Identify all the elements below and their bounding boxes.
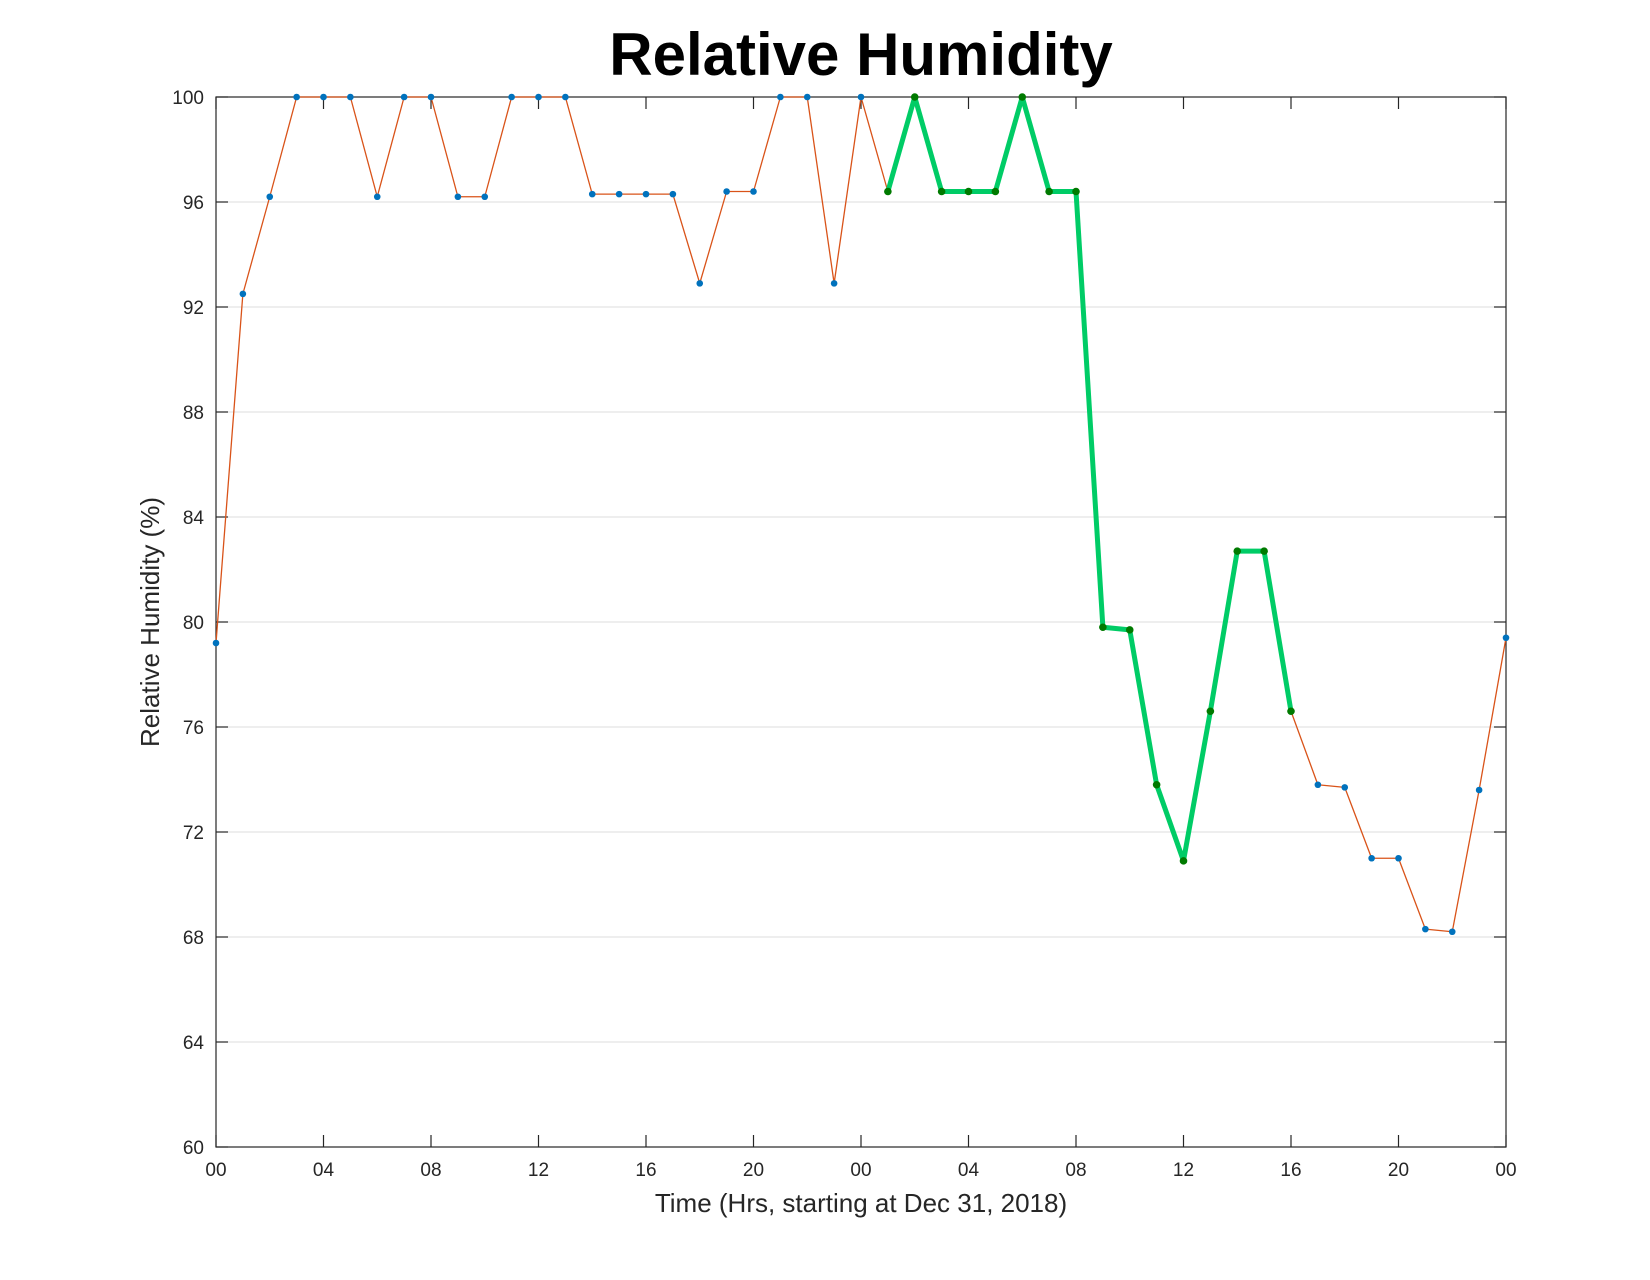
- series-1-point: [777, 93, 784, 101]
- y-tick-label: 88: [183, 403, 204, 424]
- series-1-point: [373, 193, 381, 201]
- series-2-line: [885, 94, 1294, 864]
- y-tick-label: 80: [183, 613, 204, 634]
- y-tick-label: 92: [183, 298, 204, 319]
- series-2-point: [1179, 857, 1188, 865]
- series-1-point: [562, 93, 569, 101]
- x-axis-label: Time (Hrs, starting at Dec 31, 2018): [655, 1188, 1067, 1218]
- series-1-point: [1395, 854, 1402, 862]
- x-tick-label: 20: [743, 1160, 764, 1181]
- series-1-point: [427, 93, 435, 101]
- series-1-point: [803, 93, 811, 101]
- y-tick-label: 72: [183, 823, 204, 844]
- tick-labels: 60 64 68 72 76 80 84 88 92 96 100 00 04 08 12 16 20 00 04 0…: [172, 88, 1516, 1181]
- series-1-point: [642, 190, 650, 198]
- y-tick-label: 76: [183, 718, 204, 739]
- series-1-point: [320, 93, 327, 101]
- y-tick-label: 96: [183, 193, 204, 214]
- y-tick-label: 60: [183, 1138, 204, 1159]
- y-axis-label: Relative Humidity (%): [135, 497, 165, 747]
- series-1-point: [347, 93, 354, 101]
- series-1-point: [239, 290, 247, 298]
- series-2-point: [1206, 707, 1215, 716]
- series-layer: [212, 93, 1510, 936]
- grid-lines: [216, 201, 1506, 1043]
- y-tick-label: 84: [183, 508, 205, 529]
- series-1-point: [481, 193, 489, 201]
- series-1-point: [615, 190, 623, 198]
- x-tick-label: 04: [313, 1160, 335, 1181]
- series-1-point: [454, 193, 462, 201]
- series-1-point: [1448, 928, 1456, 936]
- series-2-point: [1045, 187, 1053, 196]
- series-1-point: [508, 93, 515, 101]
- y-tick-label: 100: [172, 88, 204, 109]
- series-1-point: [669, 190, 677, 198]
- series-1-point: [400, 93, 408, 101]
- series-2-point: [884, 187, 892, 196]
- series-1-point: [1502, 634, 1510, 642]
- series-1-point: [1314, 781, 1322, 789]
- series-1-point: [1368, 854, 1375, 862]
- x-tick-label: 20: [1388, 1160, 1409, 1181]
- series-1-point: [212, 639, 220, 647]
- series-1-point: [696, 280, 704, 287]
- series-2-point: [937, 187, 946, 196]
- series-2-point: [1072, 187, 1080, 196]
- series-1-point: [588, 190, 596, 198]
- series-2-point: [964, 187, 973, 196]
- series-1-point: [750, 188, 757, 195]
- x-tick-label: 00: [1495, 1160, 1516, 1181]
- series-1-point: [266, 193, 274, 201]
- x-tick-label: 04: [958, 1160, 980, 1181]
- series-1-point: [1341, 784, 1349, 791]
- x-tick-label: 00: [205, 1160, 226, 1181]
- series-2-point: [1125, 626, 1134, 634]
- axis-ticks: [215, 96, 1507, 1148]
- y-tick-label: 68: [183, 928, 204, 949]
- series-2-point: [1233, 547, 1242, 555]
- x-tick-label: 16: [1280, 1160, 1301, 1181]
- series-1-point: [723, 188, 730, 195]
- series-1-point: [1475, 786, 1483, 794]
- y-tick-label: 64: [183, 1033, 205, 1054]
- series-2-point: [1099, 623, 1107, 632]
- series-2-point: [1287, 707, 1295, 716]
- x-tick-label: 12: [528, 1160, 549, 1181]
- series-1-point: [293, 93, 300, 101]
- series-2-point: [1018, 93, 1027, 101]
- series-2-point: [991, 187, 1000, 196]
- x-tick-label: 08: [420, 1160, 441, 1181]
- x-tick-label: 00: [850, 1160, 871, 1181]
- series-2-point: [910, 93, 919, 101]
- series-1-point: [857, 93, 865, 101]
- series-1-point: [535, 93, 542, 101]
- series-2-point: [1260, 547, 1268, 555]
- x-tick-label: 12: [1173, 1160, 1194, 1181]
- series-1-point: [830, 280, 838, 287]
- chart-title: Relative Humidity: [609, 21, 1113, 88]
- series-2-point: [1152, 780, 1161, 789]
- x-tick-label: 16: [635, 1160, 656, 1181]
- series-1-point: [1422, 925, 1429, 933]
- x-tick-label: 08: [1065, 1160, 1086, 1181]
